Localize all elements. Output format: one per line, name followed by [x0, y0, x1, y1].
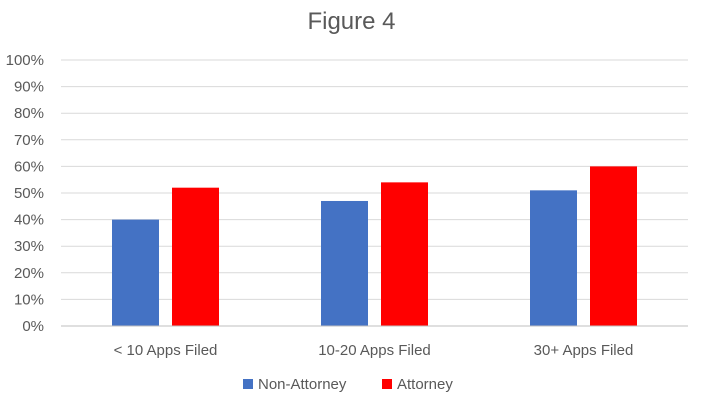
bars — [112, 166, 637, 326]
y-axis: 0% 10% 20% 30% 40% 50% 60% 70% 80% 90% 100% — [6, 52, 44, 335]
bar-non-attorney-2 — [530, 190, 577, 326]
y-tick-label: 0% — [22, 318, 44, 335]
bar-non-attorney-1 — [321, 200, 368, 326]
gridlines — [61, 59, 688, 300]
bar-attorney-0 — [172, 187, 219, 326]
legend-label-non-attorney: Non-Attorney — [258, 376, 347, 393]
y-tick-label: 40% — [14, 212, 44, 229]
legend-swatch-non-attorney — [243, 379, 253, 389]
bar-attorney-2 — [590, 166, 637, 326]
legend-label-attorney: Attorney — [397, 376, 453, 393]
y-tick-label: 10% — [14, 291, 44, 308]
y-tick-label: 30% — [14, 238, 44, 255]
bar-attorney-1 — [381, 182, 428, 326]
x-axis: < 10 Apps Filed 10-20 Apps Filed 30+ Apps … — [61, 325, 688, 359]
legend: Non-Attorney Attorney — [243, 376, 453, 393]
y-tick-label: 20% — [14, 265, 44, 282]
y-tick-label: 60% — [14, 158, 44, 175]
legend-swatch-attorney — [382, 379, 392, 389]
x-tick-label: < 10 Apps Filed — [114, 342, 218, 359]
x-tick-label: 10-20 Apps Filed — [318, 342, 431, 359]
y-tick-label: 100% — [6, 52, 44, 69]
bar-non-attorney-0 — [112, 219, 159, 326]
chart-title: Figure 4 — [307, 8, 395, 35]
y-tick-label: 90% — [14, 79, 44, 96]
y-tick-label: 50% — [14, 185, 44, 202]
y-tick-label: 70% — [14, 132, 44, 149]
y-tick-label: 80% — [14, 105, 44, 122]
x-tick-label: 30+ Apps Filed — [534, 342, 634, 359]
